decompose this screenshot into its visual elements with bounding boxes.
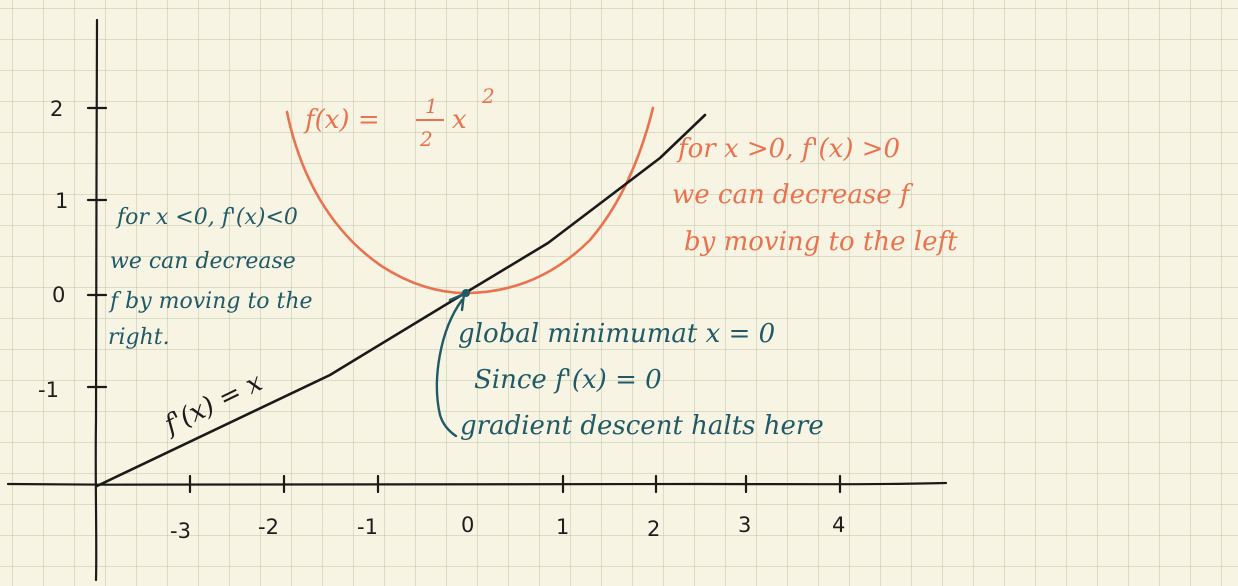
right-note-line: we can decrease f (672, 180, 914, 210)
y-tick-label: 2 (50, 97, 63, 121)
f-exponent: 2 (481, 84, 495, 108)
x-tick-label: -2 (258, 515, 279, 539)
right-note-line: by moving to the left (684, 227, 958, 257)
f-frac-numerator: 1 (425, 94, 438, 118)
left-note-line: we can decrease (110, 249, 296, 274)
x-tick-label: -1 (357, 515, 378, 539)
x-tick-label: 2 (647, 517, 660, 541)
f-frac-variable: x (452, 105, 467, 135)
f-label-text: f(x) = (303, 105, 380, 135)
axes (6, 18, 948, 582)
y-tick-label: 1 (55, 189, 68, 213)
y-tick-label: -1 (38, 378, 59, 402)
x-axis (6, 481, 948, 487)
minimum-arrowhead (448, 292, 466, 312)
minimum-note-line: gradient descent halts here (460, 411, 824, 441)
left-note: for x <0, f'(x)<0 we can decrease f by m… (108, 205, 313, 350)
minimum-note-line: global minimumat x = 0 (458, 319, 775, 349)
parabola-curve (285, 106, 655, 295)
x-tick-label: -3 (170, 519, 191, 543)
right-note: for x >0, f'(x) >0 we can decrease f by … (672, 134, 958, 257)
minimum-note: global minimumat x = 0 Since f'(x) = 0 g… (458, 319, 824, 441)
x-tick-label: 4 (832, 513, 845, 537)
y-tick-label: 0 (52, 283, 65, 307)
left-note-line: f by moving to the (108, 289, 313, 314)
x-tick-label: 0 (461, 513, 474, 537)
y-tick-labels: 2 1 0 -1 (38, 97, 68, 402)
minimum-arrow (435, 298, 464, 438)
right-note-line: for x >0, f'(x) >0 (676, 134, 900, 164)
x-tick-labels: -3 -2 -1 0 1 2 3 4 (170, 513, 845, 543)
f-frac-denominator: 2 (419, 127, 433, 151)
left-note-line: right. (108, 325, 170, 350)
left-note-line: for x <0, f'(x)<0 (115, 205, 298, 230)
x-tick-label: 3 (738, 513, 751, 537)
f-label: f(x) = 1 2 x 2 (303, 84, 495, 151)
derivative-line (95, 113, 707, 488)
x-tick-label: 1 (556, 515, 569, 539)
y-axis (94, 18, 99, 582)
minimum-note-line: Since f'(x) = 0 (474, 365, 662, 395)
